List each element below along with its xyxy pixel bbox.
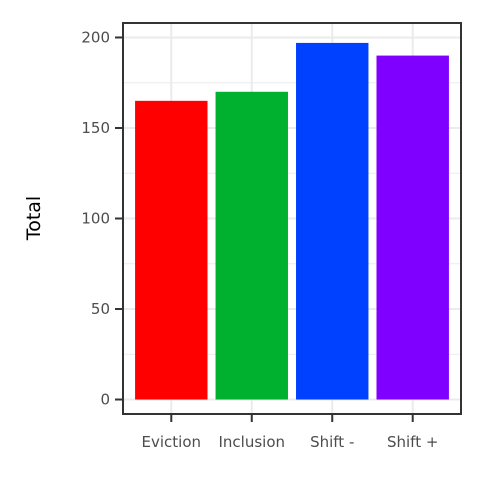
bar-shift bbox=[376, 55, 449, 400]
x-tick-label: Eviction bbox=[142, 433, 202, 451]
bar-inclusion bbox=[215, 91, 288, 400]
x-tick-label: Shift - bbox=[310, 433, 354, 451]
y-tick-label: 150 bbox=[81, 119, 110, 137]
y-tick-label: 100 bbox=[81, 210, 110, 228]
x-axis-ticks: Eviction Inclusion Shift - Shift + bbox=[142, 414, 438, 451]
y-axis-ticks: 0 50 100 150 200 bbox=[81, 28, 123, 409]
y-tick-label: 0 bbox=[100, 391, 110, 409]
y-tick-label: 50 bbox=[91, 300, 110, 318]
x-tick-label: Inclusion bbox=[218, 433, 285, 451]
y-axis-title: Total bbox=[23, 196, 45, 241]
y-tick-label: 200 bbox=[81, 28, 110, 46]
x-tick-label: Shift + bbox=[387, 433, 438, 451]
bar-eviction bbox=[135, 100, 208, 400]
bar-shift bbox=[296, 42, 369, 400]
bars bbox=[135, 42, 449, 400]
